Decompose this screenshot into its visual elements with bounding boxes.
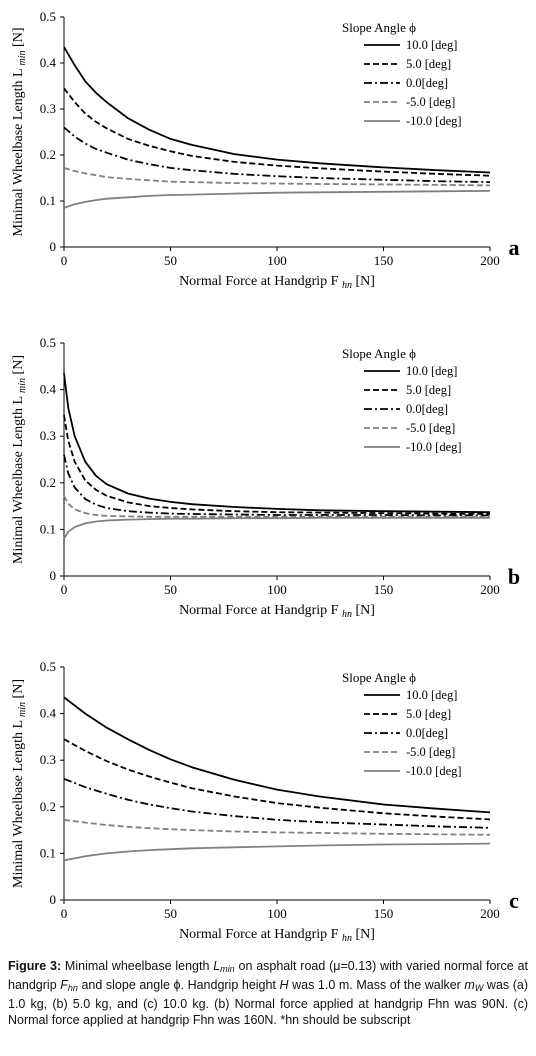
x-tick-label: 100: [267, 906, 287, 921]
caption-text-3: and slope angle ϕ. Handgrip height: [77, 978, 280, 992]
series-line-2: [63, 87, 491, 177]
y-tick-label: 0.5: [40, 9, 56, 24]
y-tick-label: 0: [50, 239, 57, 254]
x-tick-label: 0: [61, 906, 68, 921]
y-axis-label: Minimal Wheelbase Length L min [N]: [11, 28, 28, 237]
series-line-4: [63, 495, 490, 518]
caption-mw: mW: [464, 978, 484, 993]
caption-fhn: Fhn: [60, 978, 78, 993]
x-tick-label: 0: [61, 253, 68, 268]
legend-entry-4: -5.0 [deg]: [406, 95, 455, 109]
y-tick-label: 0.2: [40, 147, 56, 162]
y-tick-label: 0.5: [40, 659, 56, 674]
legend-entry-4: -5.0 [deg]: [406, 745, 455, 759]
caption-text-5: was (a) 1.0 kg, (b) 5.0 kg, and (c) 10.0…: [8, 978, 529, 1027]
x-tick-label: 100: [267, 253, 287, 268]
figure-charts: 0 0.1 0.2 0.3 0.4 0.5 0 50 100 150 200 Normal Force…: [11, 9, 520, 944]
x-tick-label: 0: [61, 582, 68, 597]
x-axis-label: Normal Force at Handgrip F hn [N]: [179, 927, 375, 944]
legend-title: Slope Angle ϕ: [342, 346, 416, 361]
y-tick-label: 0: [50, 568, 57, 583]
x-axis-label: Normal Force at Handgrip F hn [N]: [179, 603, 375, 620]
y-tick-label: 0.4: [40, 706, 57, 721]
panel-label: a: [509, 235, 520, 260]
series-line-1: [63, 373, 491, 514]
series-line-4: [63, 818, 491, 836]
legend-entry-3: 0.0[deg]: [406, 76, 448, 90]
x-axis-label: Normal Force at Handgrip F hn [N]: [179, 274, 375, 291]
y-tick-label: 0.5: [40, 335, 56, 350]
series-line-5: [63, 842, 491, 862]
legend-entry-5: -10.0 [deg]: [406, 440, 462, 454]
y-tick-label: 0.2: [40, 475, 56, 490]
series-line-1: [63, 46, 491, 174]
y-tick-label: 0.4: [40, 55, 57, 70]
legend-entry-1: 10.0 [deg]: [406, 38, 457, 52]
series-line-2: [63, 738, 491, 821]
caption-text-2: on asphalt road (μ=0.13) with varied nor…: [8, 959, 528, 992]
x-tick-label: 150: [374, 253, 394, 268]
legend-entry-2: 5.0 [deg]: [406, 57, 451, 71]
x-tick-label: 150: [374, 906, 394, 921]
legend-entry-5: -10.0 [deg]: [406, 764, 462, 778]
y-tick-label: 0: [50, 892, 57, 907]
legend-entry-4: -5.0 [deg]: [406, 421, 455, 435]
figure-caption: Figure 3: Minimal wheelbase length Lmin …: [8, 958, 528, 1028]
y-axis-label: Minimal Wheelbase Length L min [N]: [11, 355, 28, 564]
legend-entry-2: 5.0 [deg]: [406, 707, 451, 721]
x-tick-label: 200: [480, 253, 500, 268]
series-line-1: [63, 696, 491, 814]
legend-entry-5: -10.0 [deg]: [406, 114, 462, 128]
series-line-3: [63, 454, 490, 517]
legend-entry-2: 5.0 [deg]: [406, 383, 451, 397]
y-tick-label: 0.1: [40, 193, 56, 208]
series-line-5: [63, 190, 491, 209]
caption-lmin: Lmin: [213, 959, 235, 974]
series-line-2: [63, 415, 491, 515]
y-axis-label: Minimal Wheelbase Length L min [N]: [11, 679, 28, 888]
legend-entry-3: 0.0[deg]: [406, 726, 448, 740]
series-line-4: [63, 167, 491, 187]
y-tick-label: 0.3: [40, 101, 56, 116]
panel-label: c: [509, 888, 519, 913]
legend-entry-1: 10.0 [deg]: [406, 688, 457, 702]
x-tick-label: 50: [164, 906, 177, 921]
x-tick-label: 150: [374, 582, 394, 597]
y-tick-label: 0.1: [40, 845, 56, 860]
series-line-3: [63, 126, 491, 183]
y-tick-label: 0.3: [40, 428, 56, 443]
caption-text-4: was 1.0 m. Mass of the walker: [288, 978, 465, 992]
panel-label: b: [508, 564, 520, 589]
x-tick-label: 200: [480, 582, 500, 597]
x-tick-label: 100: [267, 582, 287, 597]
series-line-3: [63, 777, 491, 829]
legend-title: Slope Angle ϕ: [342, 20, 416, 35]
legend-entry-3: 0.0[deg]: [406, 402, 448, 416]
legend-entry-1: 10.0 [deg]: [406, 364, 457, 378]
x-tick-label: 200: [480, 906, 500, 921]
x-tick-label: 50: [164, 582, 177, 597]
x-tick-label: 50: [164, 253, 177, 268]
caption-h: H: [279, 978, 289, 992]
caption-text-1: Minimal wheelbase length: [61, 959, 214, 973]
y-tick-label: 0.3: [40, 752, 56, 767]
y-tick-label: 0.1: [40, 521, 56, 536]
legend-title: Slope Angle ϕ: [342, 670, 416, 685]
caption-label: Figure 3:: [8, 959, 62, 973]
series-line-5: [63, 516, 490, 540]
y-tick-label: 0.4: [40, 382, 57, 397]
y-tick-label: 0.2: [40, 799, 56, 814]
